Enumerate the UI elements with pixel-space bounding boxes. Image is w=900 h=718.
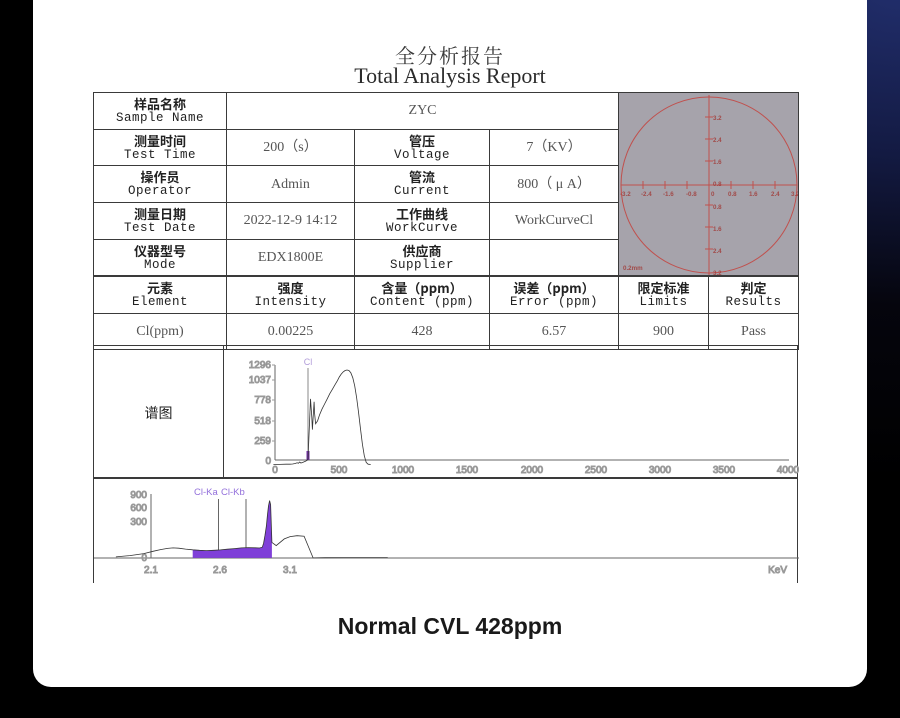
svg-text:2.4: 2.4 [713,137,722,144]
svg-text:2.1: 2.1 [144,565,158,576]
svg-text:0.2mm: 0.2mm [623,265,643,272]
svg-text:-0.8: -0.8 [686,191,697,198]
svg-text:2.6: 2.6 [213,565,227,576]
svg-text:1296: 1296 [249,360,272,371]
svg-text:0: 0 [265,456,271,467]
svg-text:1.6: 1.6 [749,191,758,198]
svg-text:1500: 1500 [456,465,479,476]
svg-text:0.8: 0.8 [713,204,722,211]
svg-text:0: 0 [141,553,147,564]
svg-text:Cl: Cl [304,357,313,367]
svg-text:1000: 1000 [392,465,415,476]
svg-text:3.1: 3.1 [283,565,297,576]
svg-text:KeV: KeV [768,565,787,576]
svg-text:Cl-Kb: Cl-Kb [221,487,245,498]
svg-text:900: 900 [130,490,147,501]
svg-text:2.4: 2.4 [771,191,780,198]
svg-text:2500: 2500 [585,465,608,476]
svg-text:2000: 2000 [521,465,544,476]
svg-text:0: 0 [711,191,715,198]
svg-text:778: 778 [254,395,271,406]
svg-text:300: 300 [130,517,147,528]
svg-text:500: 500 [331,465,348,476]
svg-text:1037: 1037 [249,375,272,386]
svg-text:600: 600 [130,503,147,514]
svg-text:-3.2: -3.2 [620,191,631,198]
svg-text:Cl-Ka: Cl-Ka [194,487,218,498]
svg-text:0: 0 [272,465,278,476]
svg-text:3.2: 3.2 [713,115,722,122]
svg-text:-1.6: -1.6 [663,191,674,198]
svg-text:4000: 4000 [777,465,799,476]
svg-text:1.6: 1.6 [713,159,722,166]
svg-text:2.4: 2.4 [713,248,722,255]
svg-text:-2.4: -2.4 [641,191,652,198]
svg-text:3500: 3500 [713,465,736,476]
svg-text:0.8: 0.8 [728,191,737,198]
svg-text:0.8: 0.8 [713,181,722,188]
svg-text:3.2: 3.2 [791,191,799,198]
svg-text:3000: 3000 [649,465,672,476]
svg-text:259: 259 [254,436,271,447]
svg-text:1.6: 1.6 [713,226,722,233]
svg-text:518: 518 [254,416,271,427]
